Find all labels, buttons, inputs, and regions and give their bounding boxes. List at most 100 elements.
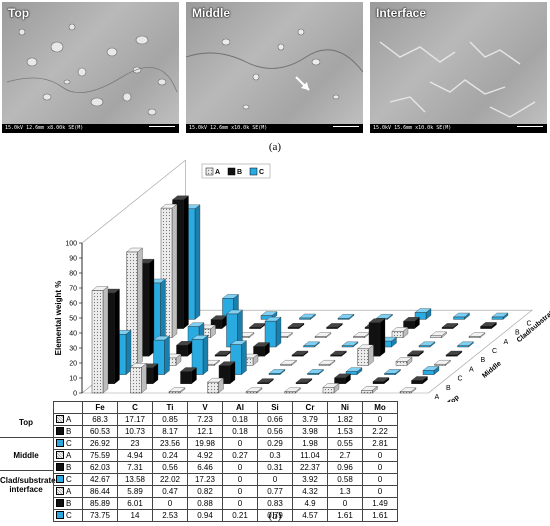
y-tick-label: 20 [69, 361, 77, 368]
table-header-cell: V [187, 401, 223, 414]
table-cell: 3.79 [292, 413, 328, 426]
table-row-label: C [53, 509, 83, 522]
depth-letter-label: B [446, 385, 451, 392]
table-cell: 1.98 [292, 437, 328, 450]
sem-image-middle: Middle 15.0kV 12.6mm x10.0k SE(M) [186, 2, 363, 133]
table-cell: 75.59 [82, 449, 118, 462]
table-group-interface: Clad/substrate interface [0, 476, 56, 494]
scale-bar [333, 126, 359, 127]
table-group-middle: Middle [13, 451, 39, 460]
row-letter: A [66, 451, 72, 460]
table-cell: 1.61 [362, 509, 398, 522]
bar-side [379, 318, 386, 357]
sem-databar-middle: 15.0kV 12.6mm x10.0k SE(M) [186, 124, 363, 133]
table-row-label: B [53, 497, 83, 510]
table-cell: 17.23 [187, 473, 223, 486]
bar-side [164, 335, 170, 375]
caption-b: (b) [268, 510, 282, 522]
table-cell: 23.56 [152, 437, 188, 450]
series-swatch-icon [56, 439, 64, 447]
series-swatch-icon [56, 451, 64, 459]
bar [391, 331, 404, 339]
depth-letter-label: A [504, 339, 509, 346]
sem-image-top: Top 15.0kV 12.6mm x8.00k SE(M) [2, 2, 179, 133]
y-axis-label: Elemental weight % [54, 281, 63, 356]
bar [299, 317, 311, 320]
bar-side [241, 340, 247, 375]
table-row-label: A [53, 449, 83, 462]
sem-databar-text: 15.0kV 15.6mm x10.0k SE(M) [373, 125, 452, 131]
bar [245, 391, 258, 394]
sem-image-interface: Interface 15.0kV 15.6mm x10.0k SE(M) [370, 2, 547, 133]
bar-side [114, 288, 120, 385]
bar [214, 354, 227, 357]
bar [210, 319, 223, 329]
bar [295, 382, 308, 385]
bar [337, 317, 350, 320]
sem-texture-interface [379, 41, 536, 118]
legend-label: C [259, 169, 264, 176]
table-header-cell: Cr [292, 401, 328, 414]
caption-a: (a) [268, 141, 282, 153]
scale-bar [517, 126, 543, 127]
bar-side [137, 247, 143, 366]
sem-databar-top: 15.0kV 12.6mm x8.00k SE(M) [2, 124, 179, 133]
bar [264, 320, 277, 348]
table-row-label: B [53, 425, 83, 438]
table-cell: 0.47 [152, 485, 188, 498]
bar-side [171, 203, 178, 339]
y-tick-label: 90 [69, 256, 77, 263]
table-cell: 0 [222, 461, 258, 474]
bar [303, 345, 315, 348]
table-cell: 0.27 [222, 449, 258, 462]
table-cell: 0 [362, 485, 398, 498]
table-row-label: A [53, 413, 83, 426]
table-header-cell: Fe [82, 401, 118, 414]
row-letter: B [66, 427, 72, 436]
data-table: Fe C Ti V Al Si Cr Ni Mo A 68.3 17.17 0.85 7.23 0.18 0.… [53, 401, 398, 522]
bar [253, 346, 265, 357]
bar [291, 354, 304, 357]
bar-side [102, 286, 109, 394]
bar [353, 336, 365, 339]
y-tick-label: 0 [73, 391, 77, 398]
bar [422, 370, 435, 375]
series-swatch-icon [56, 463, 64, 471]
table-cell: 0 [327, 497, 363, 510]
bar [334, 377, 346, 385]
bar [218, 365, 231, 384]
bar [395, 361, 408, 366]
y-tick-label: 100 [65, 241, 77, 248]
table-cell: 0.31 [257, 461, 293, 474]
bar [130, 367, 142, 394]
table-cell: 0.96 [327, 461, 363, 474]
table-cell: 1.82 [327, 413, 363, 426]
table-cell: 0 [257, 473, 293, 486]
bar-side [141, 362, 147, 394]
table-cell: 0.29 [257, 437, 293, 450]
scale-bar [149, 126, 175, 127]
table-header-cell: Mo [362, 401, 398, 414]
bar [191, 339, 204, 375]
table-row-label: C [53, 473, 83, 486]
sem-databar-text: 15.0kV 12.6mm x8.00k SE(M) [5, 125, 84, 131]
table-cell: 42.67 [82, 473, 118, 486]
table-cell: 0.83 [257, 497, 293, 510]
bar [176, 345, 188, 357]
table-group-top: Top [18, 418, 34, 427]
bar [399, 391, 412, 394]
table-cell: 0 [222, 473, 258, 486]
bar [280, 363, 292, 366]
table-cell: 14 [117, 509, 153, 522]
table-cell: 3.92 [292, 473, 328, 486]
table-cell: 7.23 [187, 413, 223, 426]
table-cell: 22.37 [292, 461, 328, 474]
table-row: B 62.03 7.31 0.56 6.46 0 0.31 22.37 0.96 0 [53, 461, 398, 474]
table-cell: 4.9 [292, 497, 328, 510]
bar-chart-3d: 0 10 20 30 40 50 60 70 80 90 100 Elemental weight %… [54, 160, 550, 402]
bar [414, 312, 427, 320]
bar [168, 391, 181, 394]
depth-letter-label: C [458, 376, 463, 383]
table-cell: 0.56 [152, 461, 188, 474]
bar [418, 345, 431, 348]
